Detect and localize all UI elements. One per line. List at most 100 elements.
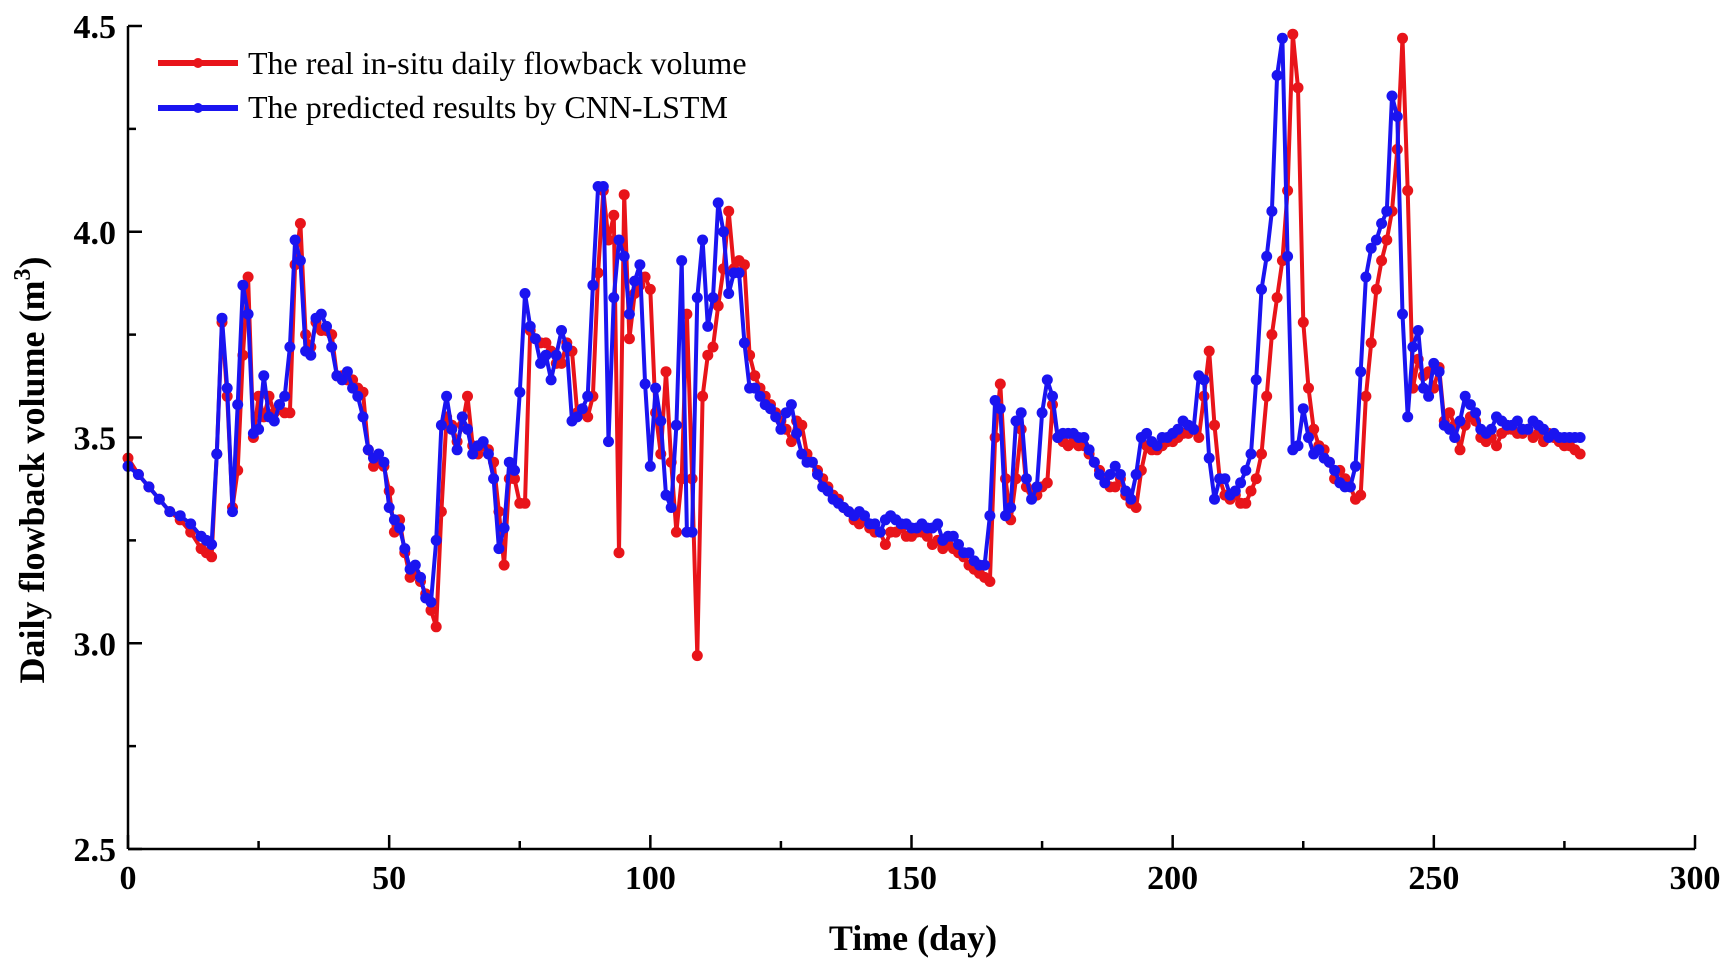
data-point bbox=[1078, 432, 1090, 443]
data-point bbox=[164, 506, 176, 518]
data-point bbox=[1538, 423, 1549, 435]
data-point bbox=[352, 390, 364, 402]
x-tick-label: 250 bbox=[1408, 860, 1459, 897]
data-point bbox=[1130, 502, 1142, 513]
x-tick-label: 200 bbox=[1147, 860, 1198, 897]
data-point bbox=[1412, 325, 1424, 336]
data-point bbox=[399, 543, 411, 555]
data-point bbox=[953, 539, 964, 550]
data-point bbox=[1245, 485, 1257, 497]
legend-marker-predicted bbox=[193, 103, 203, 113]
data-point bbox=[660, 366, 672, 378]
data-point bbox=[514, 386, 526, 398]
data-point bbox=[1391, 111, 1403, 122]
data-point bbox=[1444, 407, 1455, 419]
legend-label-predicted: The predicted results by CNN-LSTM bbox=[248, 89, 728, 125]
data-point bbox=[947, 530, 959, 542]
data-point bbox=[738, 259, 750, 271]
data-point bbox=[791, 427, 803, 439]
data-point bbox=[1020, 473, 1032, 485]
data-point bbox=[1256, 448, 1267, 460]
data-point bbox=[216, 312, 228, 324]
data-point bbox=[132, 469, 144, 480]
data-point bbox=[571, 411, 583, 423]
y-axis-title: Daily flowback volume (m3) bbox=[10, 257, 52, 684]
data-point bbox=[1104, 469, 1116, 480]
y-tick-label: 3.0 bbox=[74, 626, 117, 663]
data-point bbox=[984, 576, 996, 587]
data-point bbox=[1308, 423, 1320, 435]
data-point bbox=[409, 559, 421, 571]
data-point bbox=[874, 526, 886, 538]
data-point bbox=[1464, 399, 1476, 411]
data-point bbox=[707, 292, 719, 304]
data-point bbox=[388, 514, 400, 526]
data-point bbox=[1193, 432, 1205, 443]
data-point bbox=[509, 464, 520, 476]
data-point bbox=[1297, 403, 1309, 415]
data-point bbox=[357, 411, 369, 423]
data-point bbox=[697, 234, 709, 246]
data-point bbox=[749, 382, 761, 394]
data-point bbox=[1120, 485, 1132, 497]
data-point bbox=[1292, 440, 1304, 452]
data-point bbox=[1125, 493, 1137, 505]
x-tick-label: 0 bbox=[120, 860, 137, 897]
data-point bbox=[509, 473, 520, 485]
data-point bbox=[597, 181, 609, 192]
data-point bbox=[321, 320, 332, 332]
data-point bbox=[242, 308, 254, 320]
data-point bbox=[211, 448, 223, 460]
data-point bbox=[1256, 283, 1267, 295]
data-point bbox=[733, 267, 745, 279]
data-point bbox=[1209, 419, 1220, 431]
data-point bbox=[765, 403, 776, 415]
data-point bbox=[1329, 464, 1341, 476]
data-point bbox=[634, 259, 646, 271]
data-point bbox=[718, 226, 729, 238]
data-point bbox=[1047, 390, 1058, 402]
data-point bbox=[488, 473, 500, 485]
data-point bbox=[618, 250, 630, 262]
data-point bbox=[550, 349, 562, 361]
data-point bbox=[373, 448, 385, 460]
data-point bbox=[383, 502, 395, 513]
data-point bbox=[686, 526, 698, 538]
data-point bbox=[1219, 473, 1231, 485]
data-point bbox=[430, 621, 442, 633]
data-point bbox=[462, 423, 473, 435]
data-point bbox=[639, 378, 651, 390]
data-point bbox=[691, 650, 703, 662]
data-point bbox=[1083, 444, 1095, 456]
data-point bbox=[362, 444, 374, 456]
data-point bbox=[294, 255, 306, 267]
data-point bbox=[1250, 374, 1262, 386]
y-tick-label: 3.5 bbox=[74, 421, 117, 458]
data-point bbox=[989, 395, 1001, 406]
data-point bbox=[623, 308, 635, 320]
data-point bbox=[493, 543, 505, 555]
data-point bbox=[1428, 357, 1440, 369]
data-point bbox=[1433, 366, 1445, 378]
data-point bbox=[754, 390, 766, 402]
data-point bbox=[1209, 493, 1220, 505]
data-point bbox=[341, 366, 353, 378]
data-point bbox=[879, 539, 891, 550]
data-point bbox=[770, 411, 782, 423]
data-point bbox=[1522, 423, 1534, 435]
data-point bbox=[1203, 345, 1215, 357]
data-point bbox=[723, 205, 735, 217]
data-point bbox=[1088, 456, 1100, 468]
data-point bbox=[603, 436, 614, 448]
data-point bbox=[253, 423, 265, 435]
data-point bbox=[1574, 432, 1586, 443]
data-point bbox=[1094, 469, 1105, 480]
data-point bbox=[994, 378, 1006, 390]
data-point bbox=[221, 382, 233, 394]
data-point bbox=[1109, 460, 1121, 472]
data-point bbox=[1470, 407, 1482, 419]
data-point bbox=[1376, 218, 1388, 229]
data-point bbox=[1000, 510, 1011, 522]
data-point bbox=[618, 189, 630, 201]
